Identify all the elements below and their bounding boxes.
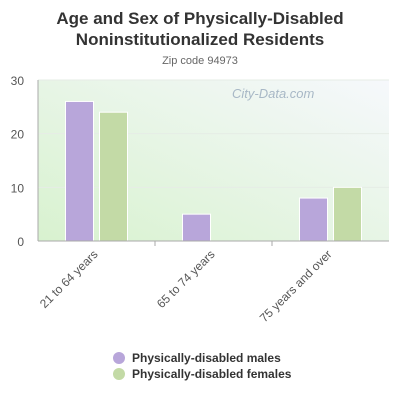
legend-item-females: Physically-disabled females <box>113 366 291 382</box>
x-tick-label: 21 to 64 years <box>37 247 101 311</box>
chart-subtitle: Zip code 94973 <box>162 55 238 67</box>
legend-swatch-females <box>113 368 125 380</box>
legend-item-males: Physically-disabled males <box>113 350 291 366</box>
watermark-logo: City-Data.com <box>232 86 315 101</box>
bar-females <box>333 186 362 242</box>
y-tick-label: 0 <box>17 235 24 249</box>
y-tick-label: 10 <box>11 181 25 195</box>
legend: Physically-disabled males Physically-dis… <box>113 350 291 382</box>
plot-background <box>38 80 389 241</box>
bar-males <box>299 197 328 242</box>
bar-females <box>99 111 128 242</box>
y-tick-label: 20 <box>11 128 25 142</box>
legend-swatch-males <box>113 352 125 364</box>
legend-label-females: Physically-disabled females <box>132 367 292 381</box>
legend-label-males: Physically-disabled males <box>132 351 281 365</box>
x-tick-label: 65 to 74 years <box>154 247 218 311</box>
chart-title: Age and Sex of Physically-Disabled Nonin… <box>56 9 344 49</box>
x-tick-label: 75 years and over <box>257 247 335 325</box>
bar-males <box>65 100 94 242</box>
bar-males <box>182 213 211 242</box>
y-tick-label: 30 <box>11 74 25 88</box>
